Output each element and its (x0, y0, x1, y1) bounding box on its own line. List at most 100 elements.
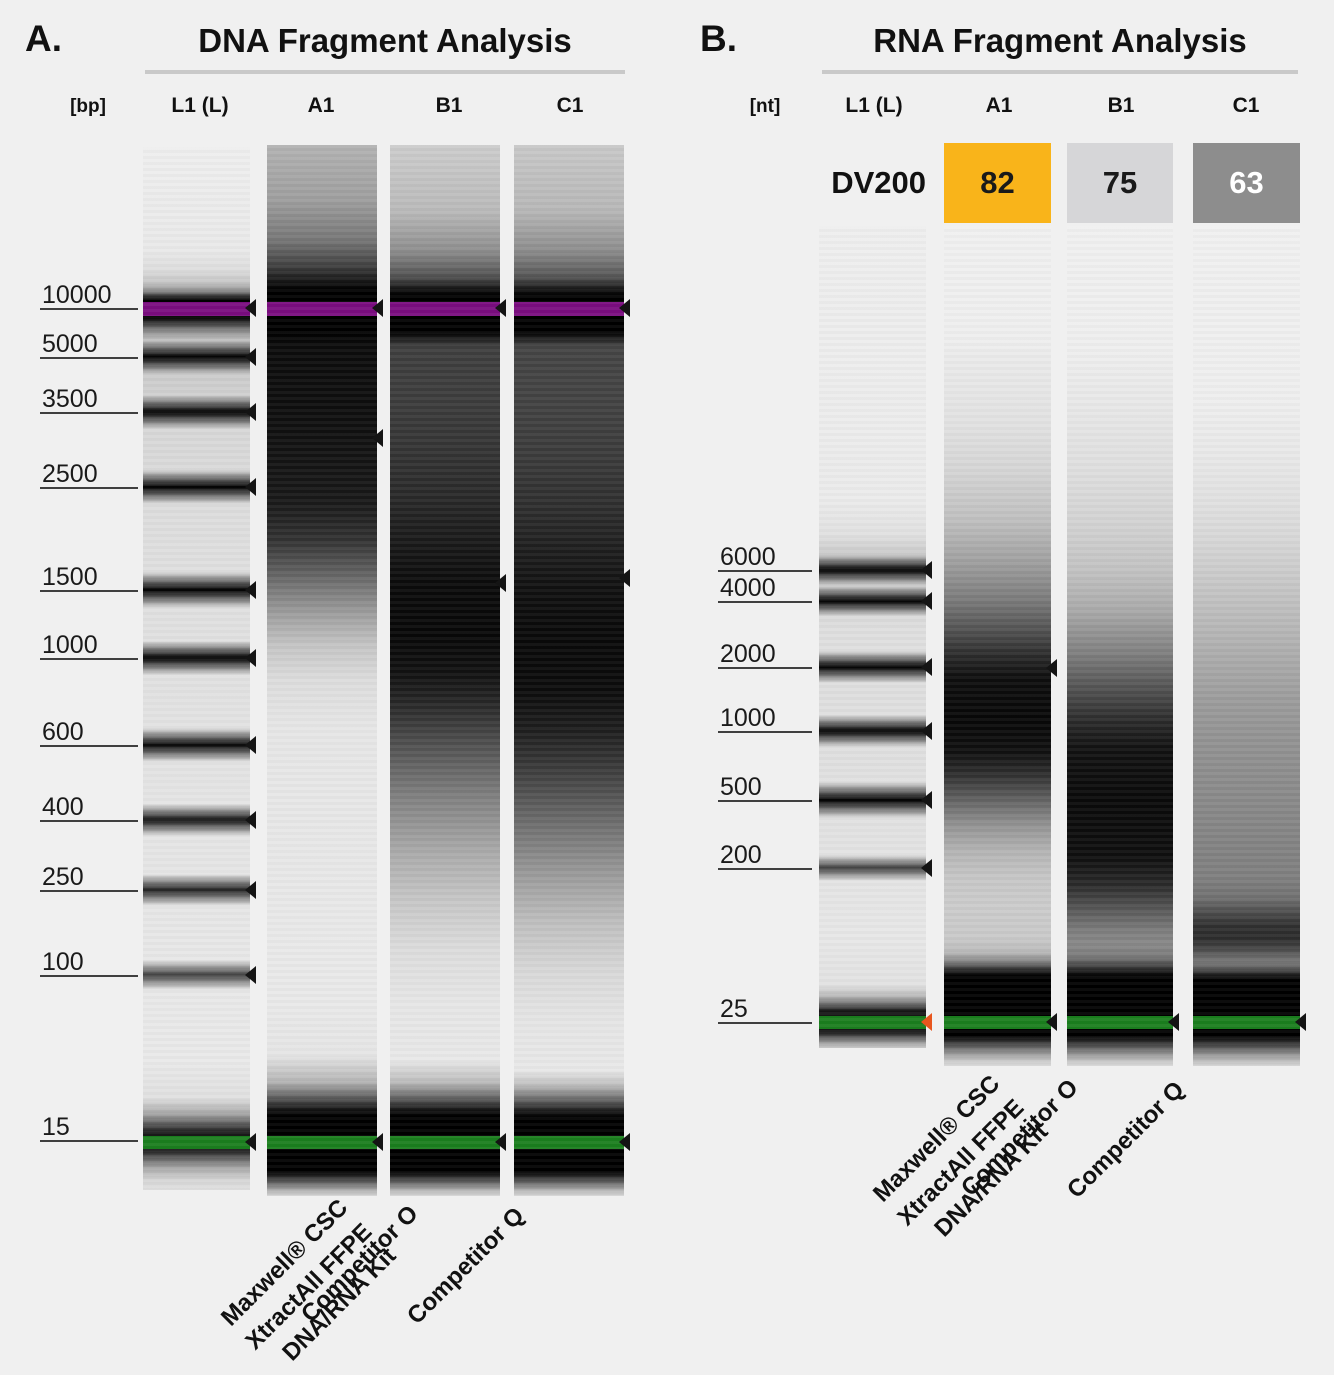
peak-marker-icon (245, 649, 256, 667)
peak-marker-icon (245, 811, 256, 829)
peak-marker-icon (245, 348, 256, 366)
peak-marker-icon (245, 299, 256, 317)
lane-header-b1: B1 (435, 94, 463, 117)
panel-index-label: B. (700, 18, 737, 59)
peak-marker-icon (921, 722, 932, 740)
peak-marker-icon (921, 592, 932, 610)
peak-marker-icon (245, 403, 256, 421)
peak-marker-icon (619, 569, 630, 587)
lane-a1 (944, 226, 1051, 1066)
lane-texture (267, 145, 377, 1196)
dv200-value-cell: 75 (1067, 143, 1173, 223)
lane-texture (390, 145, 500, 1196)
title-rule (822, 70, 1298, 74)
title-rule (145, 70, 625, 74)
peak-marker-icon (372, 1133, 383, 1151)
upper-marker-band (514, 302, 624, 316)
ladder-size-label: 1000 (40, 632, 138, 660)
lane-b1 (1067, 226, 1173, 1066)
lane-texture (1193, 226, 1300, 1066)
peak-marker-icon (245, 478, 256, 496)
upper-marker-band (390, 302, 500, 316)
peak-marker-icon (372, 429, 383, 447)
ladder-band (143, 960, 250, 990)
ladder-band (143, 804, 250, 836)
lane-header-l1-l-: L1 (L) (171, 94, 229, 117)
peak-marker-icon (372, 299, 383, 317)
lower-marker-band (267, 1136, 377, 1149)
upper-marker-band (267, 302, 377, 316)
lane-texture (1067, 226, 1173, 1066)
ladder-band (819, 651, 926, 683)
ladder-size-label: 15 (40, 1114, 138, 1142)
peak-marker-icon (245, 581, 256, 599)
ladder-size-label: 10000 (40, 282, 138, 310)
lane-l1-ladder (143, 147, 250, 1190)
ladder-band (143, 340, 250, 374)
peak-marker-icon (495, 1133, 506, 1151)
peak-marker-icon (1295, 1013, 1306, 1031)
unit-label: [nt] (749, 96, 781, 117)
peak-marker-icon (1046, 659, 1057, 677)
ladder-size-label: 2500 (40, 461, 138, 489)
ladder-size-label: 5000 (40, 331, 138, 359)
ladder-band (819, 715, 926, 747)
lower-marker-band (1067, 1016, 1173, 1029)
ladder-band (819, 855, 926, 881)
peak-marker-icon (921, 859, 932, 877)
ladder-size-label: 2000 (718, 641, 812, 669)
lane-c1 (514, 145, 624, 1196)
ladder-size-label: 1500 (40, 564, 138, 592)
peak-marker-icon (921, 561, 932, 579)
unit-label: [bp] (70, 96, 106, 117)
peak-marker-icon (245, 1133, 256, 1151)
ladder-size-label: 6000 (718, 544, 812, 572)
lane-c1 (1193, 226, 1300, 1066)
peak-marker-icon (245, 736, 256, 754)
lane-texture (514, 145, 624, 1196)
lane-header-a1: A1 (307, 94, 335, 117)
sample-name-label: Maxwell® CSC XtractAll FFPE DNA/RNA Kit (214, 1192, 404, 1375)
dv200-value-cell: 63 (1193, 143, 1300, 223)
ladder-band (143, 470, 250, 504)
ladder-size-label: 3500 (40, 386, 138, 414)
ladder-band (819, 782, 926, 818)
lane-header-c1: C1 (556, 94, 584, 117)
ladder-size-label: 250 (40, 864, 138, 892)
panel-index-label: A. (25, 18, 62, 59)
lane-l1-ladder (819, 226, 926, 1048)
dv200-label: DV200 (831, 165, 926, 200)
peak-marker-icon (495, 574, 506, 592)
lane-header-a1: A1 (985, 94, 1013, 117)
peak-marker-icon (921, 1013, 932, 1031)
lane-header-c1: C1 (1232, 94, 1260, 117)
upper-marker-band (143, 302, 250, 316)
ladder-size-label: 600 (40, 719, 138, 747)
sample-name-label: Maxwell® CSC XtractAll FFPE DNA/RNA Kit (866, 1068, 1056, 1258)
peak-marker-icon (921, 658, 932, 676)
lower-marker-band (819, 1016, 926, 1029)
lower-marker-band (944, 1016, 1051, 1029)
ladder-band (143, 641, 250, 675)
dv200-value-cell: 82 (944, 143, 1051, 223)
lower-marker-band (514, 1136, 624, 1149)
ladder-size-label: 4000 (718, 575, 812, 603)
lower-marker-band (390, 1136, 500, 1149)
ladder-size-label: 100 (40, 949, 138, 977)
peak-marker-icon (619, 1133, 630, 1151)
panel-title: DNA Fragment Analysis (198, 22, 572, 59)
peak-marker-icon (921, 791, 932, 809)
ladder-band (143, 572, 250, 608)
lower-marker-band (143, 1136, 250, 1149)
lane-a1 (267, 145, 377, 1196)
ladder-band (143, 728, 250, 762)
ladder-size-label: 25 (718, 996, 812, 1024)
ladder-band (143, 395, 250, 429)
peak-marker-icon (619, 299, 630, 317)
peak-marker-icon (1168, 1013, 1179, 1031)
lower-marker-band (1193, 1016, 1300, 1029)
ladder-band (819, 555, 926, 585)
lane-b1 (390, 145, 500, 1196)
peak-marker-icon (1046, 1013, 1057, 1031)
